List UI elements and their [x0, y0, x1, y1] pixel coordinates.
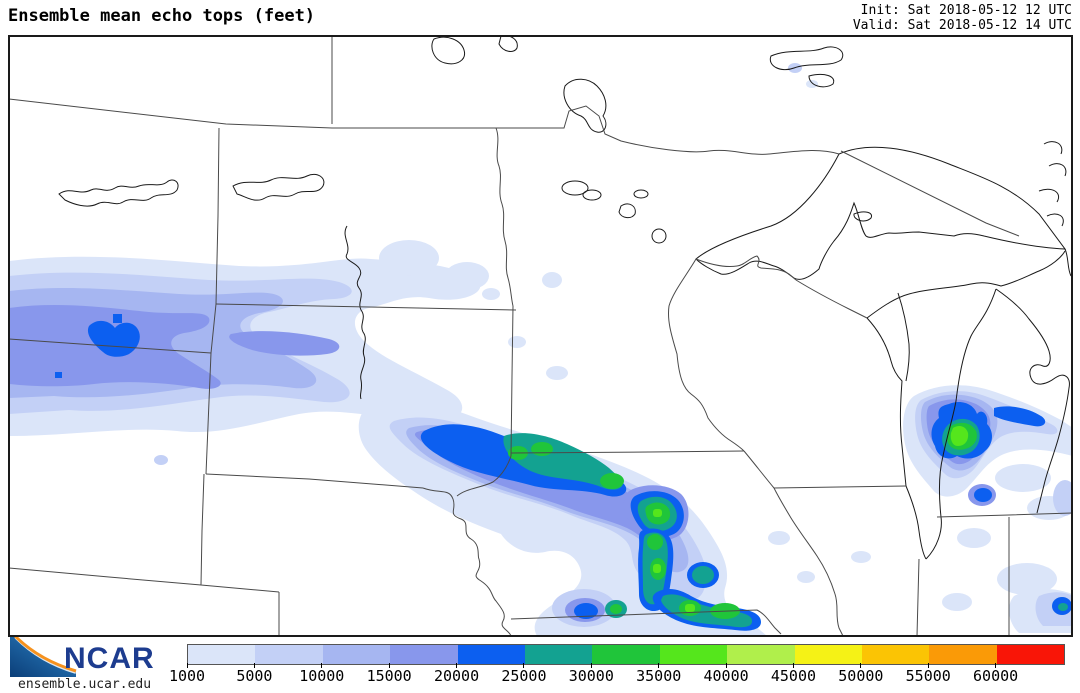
colorbar: [187, 644, 1065, 665]
ontario-lakes: [808, 73, 835, 88]
st-marys-river: [1064, 248, 1072, 277]
mi-in-oh-borders: [916, 512, 1072, 636]
model-times: Init: Sat 2018-05-12 12 UTC Valid: Sat 2…: [853, 3, 1072, 33]
lac-seul: [769, 46, 844, 71]
colorbar-segment: [592, 645, 660, 664]
lake-superior: [695, 146, 1067, 280]
echo-top-shading: [9, 63, 1072, 636]
wi-il-border: [773, 485, 907, 489]
nd-sd-border: [215, 303, 517, 311]
lake-michigan-east-shore: [925, 288, 997, 560]
ncar-wordmark: NCAR: [64, 642, 155, 675]
colorbar-tick-label: 50000: [838, 667, 884, 685]
lake-michigan-west-shore: [866, 317, 927, 560]
colorbar-tick-label: 10000: [299, 667, 345, 685]
colorbar-segment: [390, 645, 458, 664]
colorbar-tick-label: 55000: [905, 667, 951, 685]
door-peninsula: [897, 292, 910, 382]
superior-border-line: [840, 150, 1020, 237]
colorbar-tick-label: 35000: [636, 667, 682, 685]
colorbar-tick-label: 30000: [568, 667, 614, 685]
lake-canada-west: [431, 36, 466, 65]
state-borders: [9, 36, 1072, 636]
colorbar-segment: [255, 645, 323, 664]
valid-time: Valid: Sat 2018-05-12 14 UTC: [852, 18, 1072, 33]
lake-huron-shore: [995, 288, 1070, 514]
lake-canada-east: [498, 36, 518, 52]
mt-nd-border: [215, 127, 220, 305]
colorbar-segment: [322, 645, 391, 664]
lake-winnibigoshish: [633, 189, 649, 199]
lower-red-lake: [582, 189, 602, 201]
wi-north-shore: [695, 255, 797, 281]
ncar-swoosh-orange: [13, 634, 77, 673]
canada-border: [9, 98, 840, 155]
map-frame: [9, 36, 1072, 636]
mille-lacs-lake: [651, 228, 667, 244]
isle-royale: [853, 211, 873, 222]
site-url: ensemble.ucar.edu: [18, 677, 152, 692]
colorbar-segment: [188, 645, 256, 664]
mn-wi-border: [668, 258, 745, 452]
wy-co-ne-borders: [9, 473, 280, 636]
colorbar-segment: [457, 645, 525, 664]
colorbar-segment: [794, 645, 862, 664]
mn-sd-border: [510, 305, 514, 457]
colorbar-segment: [727, 645, 795, 664]
upper-red-lake: [561, 180, 589, 196]
lake-of-the-woods: [563, 78, 607, 133]
mt-sd-wy-borders: [9, 303, 217, 475]
colorbar-segment: [659, 645, 728, 664]
mississippi-ia-il: [743, 450, 844, 636]
colorbar-segment: [524, 645, 593, 664]
wi-mi-border: [795, 279, 868, 319]
manitoulin-islands: [1038, 141, 1067, 227]
ncar-logo: NCAR: [10, 634, 180, 677]
page-title: Ensemble mean echo tops (feet): [8, 6, 316, 26]
colorbar-segment: [996, 645, 1065, 664]
leech-lake: [618, 203, 636, 219]
colorbar-tick-label: 20000: [433, 667, 480, 685]
map-svg: [9, 36, 1072, 636]
missouri-river-oahe: [344, 225, 366, 400]
fort-peck-lake: [58, 179, 179, 207]
colorbar-segment: [861, 645, 930, 664]
colorbar-tick-label: 25000: [501, 667, 547, 685]
lake-sakakawea: [232, 173, 325, 201]
colorbar-tick-label: 40000: [703, 667, 749, 685]
mn-ia-border: [510, 450, 745, 454]
colorbar-tick-label: 45000: [770, 667, 817, 685]
red-river-nd-mn: [495, 127, 514, 307]
ia-mo-border: [510, 609, 782, 635]
sd-ne-border: [205, 473, 424, 489]
lakes-and-rivers: [58, 36, 1072, 560]
colorbar-tick-label: 5000: [236, 667, 273, 685]
map-canvas: [8, 35, 1073, 637]
missouri-river-border: [422, 487, 512, 636]
big-sioux-river: [456, 455, 512, 497]
colorbar-tick-label: 15000: [366, 667, 412, 685]
colorbar-segment: [929, 645, 997, 664]
up-south-shore: [866, 250, 1066, 319]
init-time: Init: Sat 2018-05-12 12 UTC: [860, 3, 1072, 18]
colorbar-tick-label: 60000: [973, 667, 1019, 685]
